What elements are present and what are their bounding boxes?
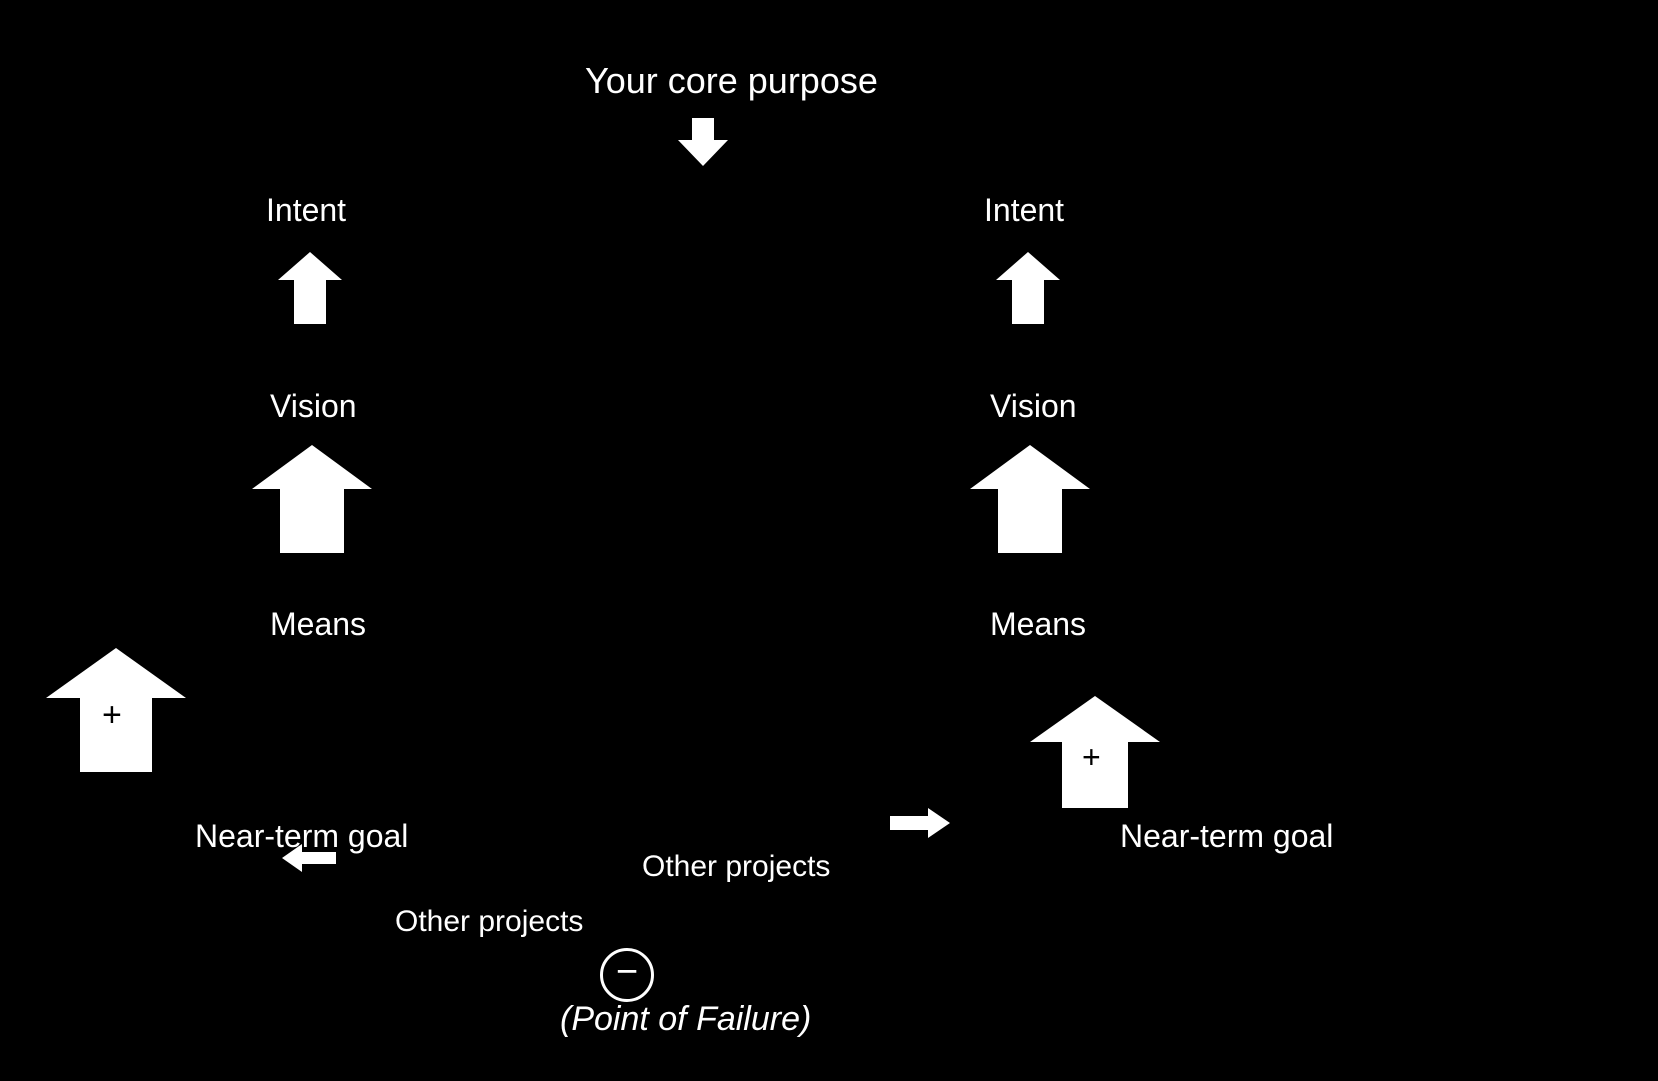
minus-symbol: − xyxy=(616,953,638,991)
means-left-label: Means xyxy=(270,606,366,643)
arrow-up-vision-left-icon xyxy=(252,445,372,553)
arrow-up-vision-right-icon xyxy=(970,445,1090,553)
other-projects-upper-label: Other projects xyxy=(642,850,830,885)
arrow-up-intent-left-icon xyxy=(278,252,342,324)
other-projects-lower-label: Other projects xyxy=(395,905,583,940)
vision-right-label: Vision xyxy=(990,388,1077,425)
svg-text:+: + xyxy=(1082,739,1101,775)
intent-right-label: Intent xyxy=(984,192,1064,229)
vision-left-label: Vision xyxy=(270,388,357,425)
near-term-right-label: Near-term goal xyxy=(1120,818,1333,855)
diagram-stage: Your core purpose Intent Intent Vision V… xyxy=(0,0,1658,1081)
svg-text:+: + xyxy=(102,696,122,734)
arrow-left-icon xyxy=(282,844,336,872)
point-of-failure-label: (Point of Failure) xyxy=(560,1000,811,1039)
arrow-down-icon xyxy=(678,118,728,166)
arrow-right-icon xyxy=(890,808,950,838)
intent-left-label: Intent xyxy=(266,192,346,229)
core-purpose-label: Your core purpose xyxy=(585,60,878,101)
arrow-up-means-left-icon: + xyxy=(46,648,186,772)
arrow-up-means-right-icon: + xyxy=(1030,696,1160,808)
minus-circle-icon: − xyxy=(600,948,654,1002)
means-right-label: Means xyxy=(990,606,1086,643)
arrow-up-intent-right-icon xyxy=(996,252,1060,324)
